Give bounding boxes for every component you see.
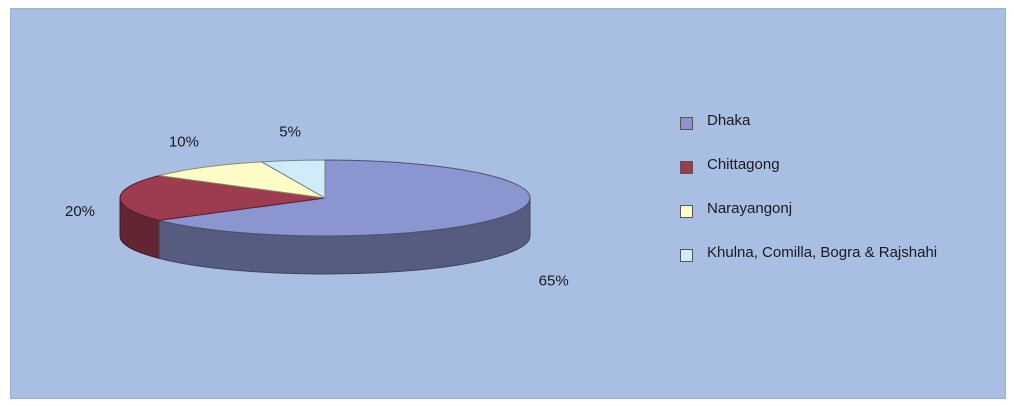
pie-slice: [159, 159, 531, 237]
pie-slice: [259, 159, 326, 199]
legend-item-other-cities: Khulna, Comilla, Bogra & Rajshahi: [680, 244, 1000, 262]
legend-label: Narayangonj: [707, 200, 793, 217]
pie-value-label: 10%: [169, 134, 199, 151]
legend-label: Chittagong: [707, 156, 780, 173]
legend-swatch: [680, 117, 693, 130]
pie-value-label: 20%: [65, 203, 95, 220]
pie-value-label: 5%: [279, 124, 301, 141]
pie-slice: [159, 161, 326, 199]
legend-label: Dhaka: [707, 112, 751, 129]
legend-item-narayangonj: Narayangonj: [680, 200, 1000, 218]
pie-value-label: 65%: [539, 272, 569, 289]
legend-swatch: [680, 161, 693, 174]
legend: Dhaka Chittagong Narayangonj Khulna, Com…: [680, 112, 1000, 288]
legend-swatch: [680, 205, 693, 218]
legend-item-dhaka: Dhaka: [680, 112, 1000, 130]
pie-slice: [119, 175, 326, 221]
legend-label: Khulna, Comilla, Bogra & Rajshahi: [707, 244, 938, 261]
legend-item-chittagong: Chittagong: [680, 156, 1000, 174]
legend-swatch: [680, 249, 693, 262]
